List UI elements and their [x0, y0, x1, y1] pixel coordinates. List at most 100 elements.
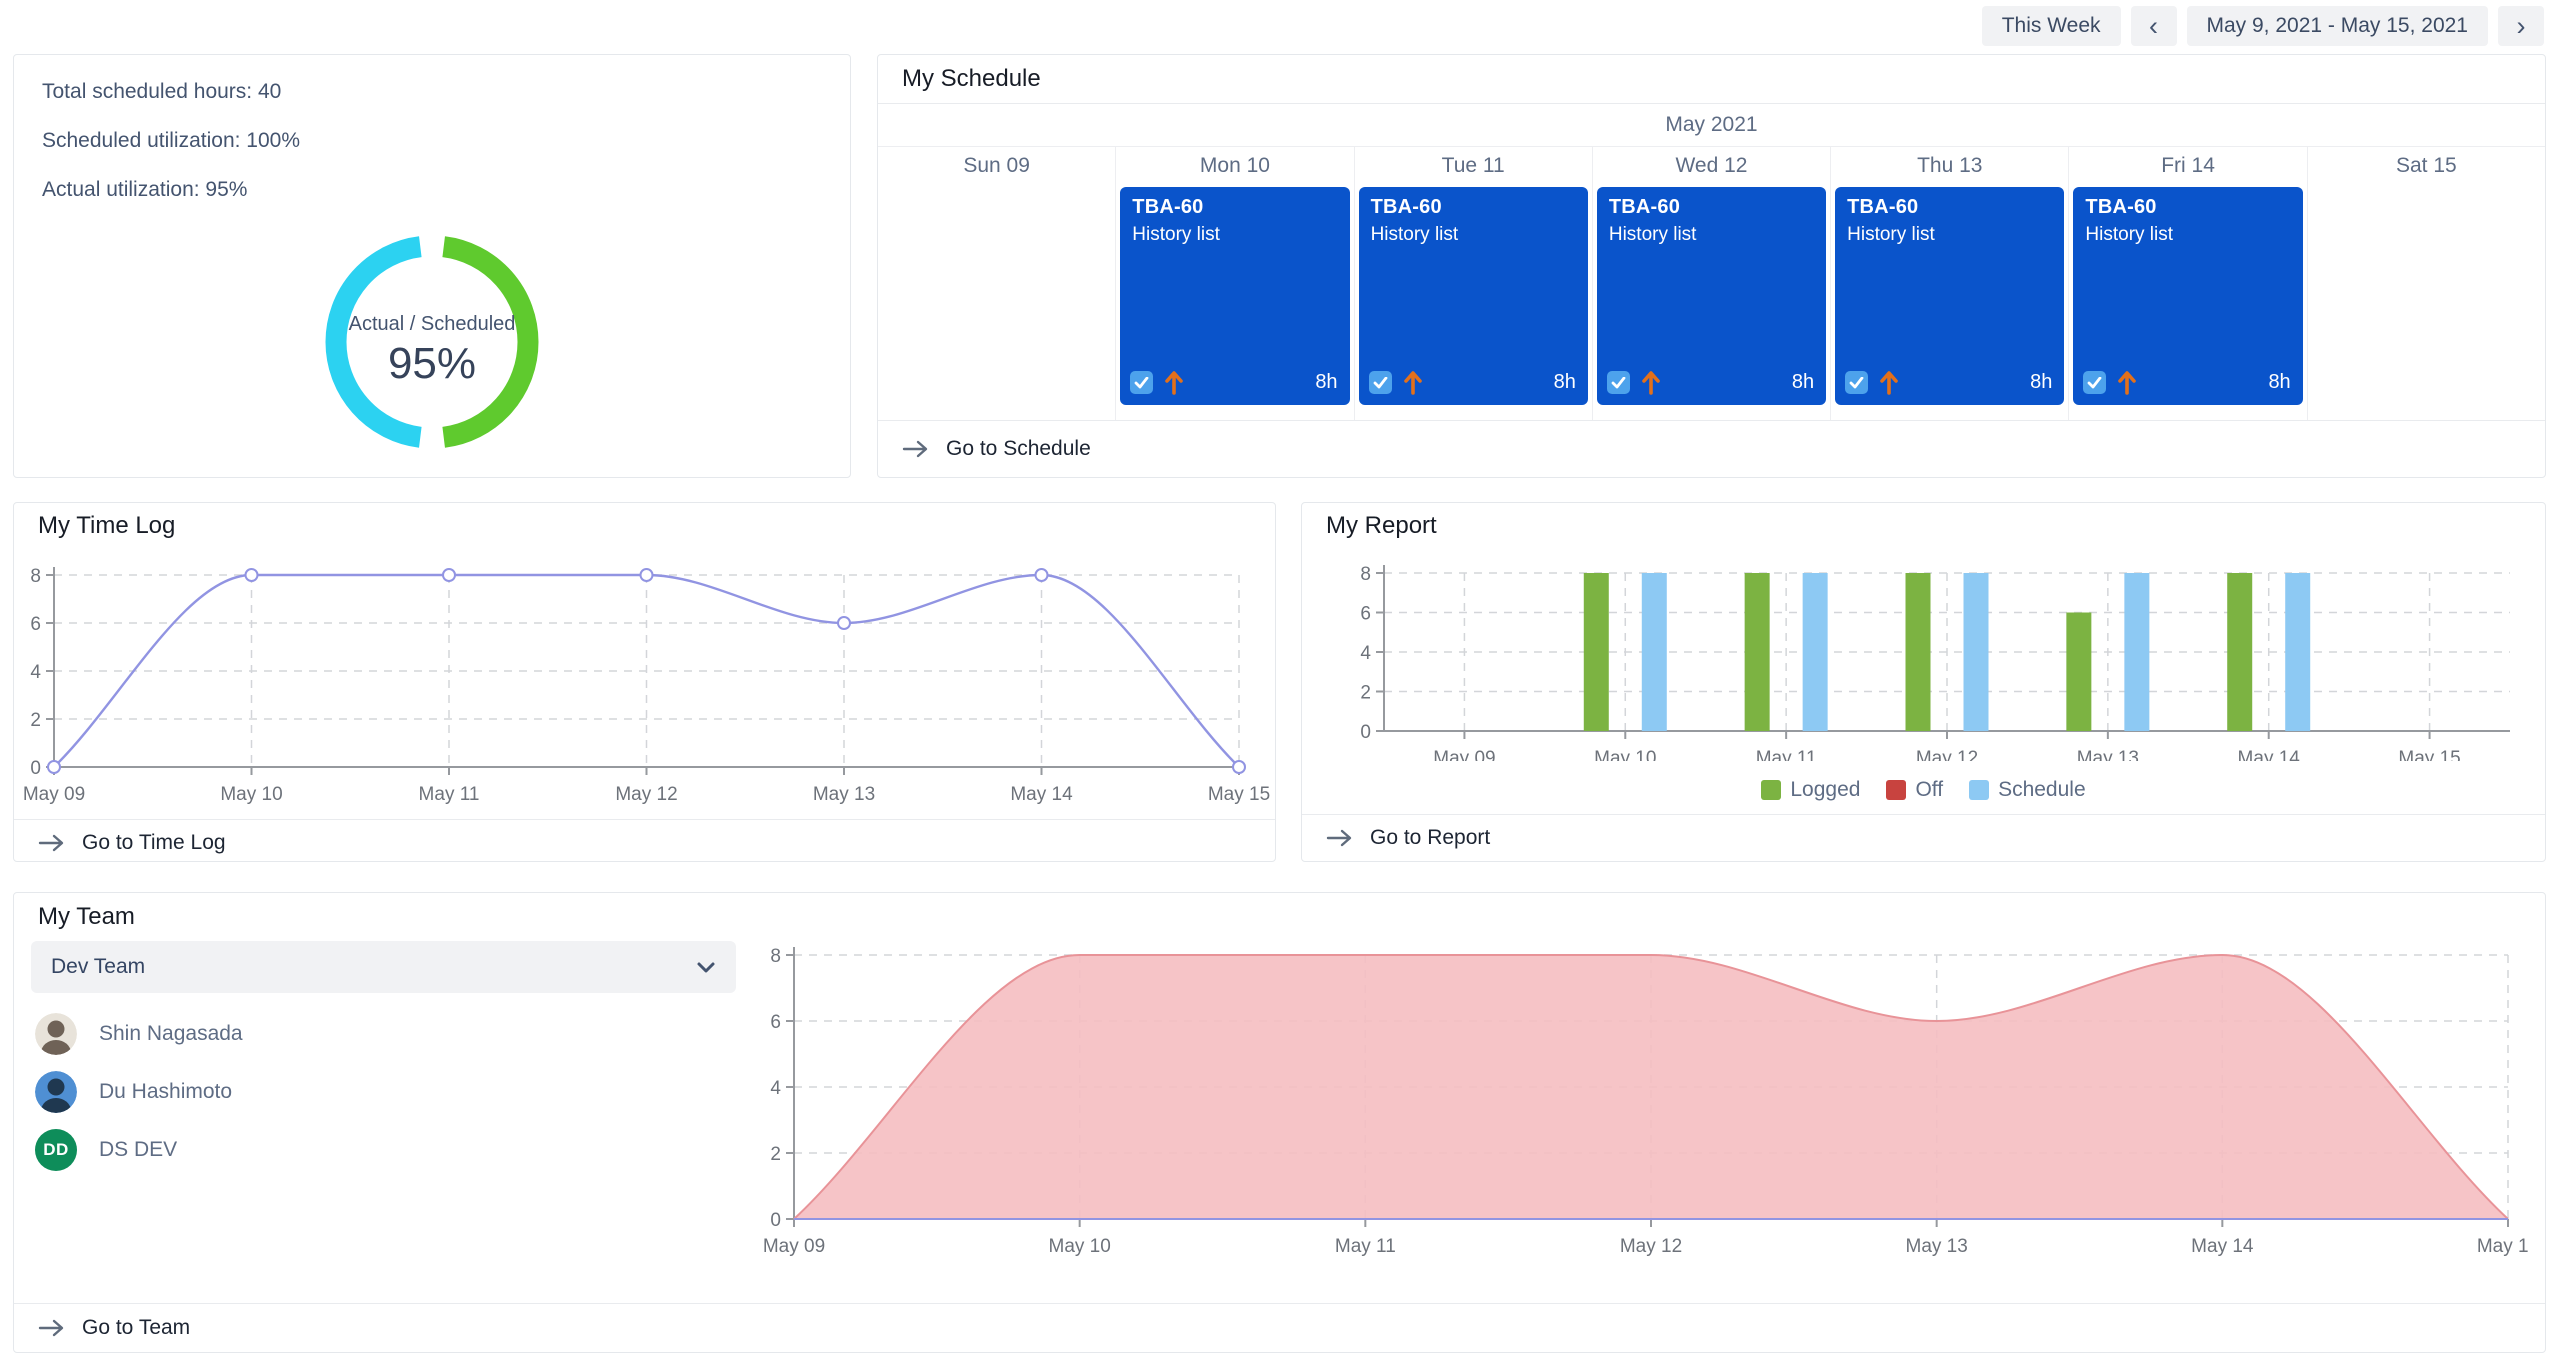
schedule-event-card[interactable]: TBA-60 History list 8h [1120, 187, 1350, 405]
date-range-button[interactable]: May 9, 2021 - May 15, 2021 [2186, 6, 2488, 46]
svg-text:May 13: May 13 [813, 784, 875, 805]
timelog-panel: My Time Log 0 2 4 6 8 May 09 May 10 May 11 May 1… [13, 502, 1276, 862]
svg-text:May 15: May 15 [2477, 1236, 2528, 1256]
svg-text:May 13: May 13 [2077, 748, 2139, 761]
avatar [35, 1013, 77, 1055]
topbar: This Week ‹ May 9, 2021 - May 15, 2021 › [0, 0, 2552, 54]
event-hours: 8h [2030, 371, 2053, 393]
calendar-cell-1: TBA-60 History list 8h [1115, 185, 1353, 420]
go-to-timelog-link[interactable]: Go to Time Log [14, 819, 1275, 866]
svg-text:6: 6 [30, 614, 41, 635]
svg-text:May 14: May 14 [2191, 1236, 2254, 1256]
event-code: TBA-60 [1132, 196, 1204, 218]
svg-text:May 11: May 11 [419, 784, 480, 805]
svg-text:2: 2 [1360, 683, 1371, 704]
timelog-panel-title: My Time Log [38, 512, 176, 539]
legend-swatch [1886, 780, 1907, 800]
priority-up-arrow-icon [1880, 371, 1898, 395]
event-footer: 8h [1845, 369, 2052, 396]
event-hours: 8h [2268, 371, 2291, 393]
total-scheduled-hours: Total scheduled hours: 40 [42, 80, 282, 103]
legend-swatch [1761, 780, 1782, 800]
svg-text:4: 4 [770, 1078, 781, 1099]
calendar-cell-5: TBA-60 History list 8h [2068, 185, 2306, 420]
schedule-event-card[interactable]: TBA-60 History list 8h [1835, 187, 2065, 405]
svg-text:May 10: May 10 [1049, 1236, 1111, 1256]
calendar-day-header-3: Wed 12 [1591, 147, 1830, 185]
team-member-name: Shin Nagasada [99, 1022, 243, 1045]
team-select-value: Dev Team [51, 955, 146, 978]
arrow-right-icon [38, 834, 64, 852]
svg-text:2: 2 [30, 710, 41, 731]
svg-text:May 11: May 11 [1756, 748, 1817, 761]
this-week-button[interactable]: This Week [1981, 6, 2121, 46]
actual-utilization: Actual utilization: 95% [42, 178, 248, 201]
svg-text:May 15: May 15 [1208, 784, 1270, 805]
svg-text:0: 0 [30, 758, 41, 779]
event-hours: 8h [1791, 371, 1815, 393]
event-name: History list [1370, 224, 1459, 245]
calendar-day-header-0: Sun 09 [963, 154, 1030, 177]
event-code: TBA-60 [1370, 196, 1442, 218]
next-week-button[interactable]: › [2498, 6, 2544, 46]
chevron-right-icon: › [2516, 10, 2526, 41]
calendar-cell-4: TBA-60 History list 8h [1830, 185, 2068, 420]
calendar-day-header-1: Mon 10 [1115, 147, 1353, 185]
calendar-day-header-6: Sat 15 [2306, 147, 2545, 185]
svg-text:0: 0 [770, 1210, 781, 1231]
event-footer: 8h [2083, 369, 2291, 396]
team-select-dropdown[interactable]: Dev Team [31, 941, 736, 993]
go-to-team-label: Go to Team [82, 1316, 191, 1339]
team-panel: My Team Dev Team Shin Nagasada Du Hashimo… [13, 892, 2546, 1353]
svg-text:May 10: May 10 [220, 784, 282, 805]
event-footer: 8h [1130, 369, 1338, 396]
team-area-chart: 0 2 4 6 8 May 09 May 10 May 11 May 12 May 13 May 1… [748, 941, 2539, 1303]
svg-text:May 11: May 11 [1335, 1236, 1396, 1256]
calendar-day-header-5: Fri 14 [2068, 147, 2306, 185]
event-footer: 8h [1368, 369, 1576, 396]
calendar-day-header-4: Thu 13 [1830, 147, 2068, 185]
report-panel: My Report 0 2 4 6 8 May 09 May 10 May 11 May 12 M… [1301, 502, 2546, 862]
calendar-cell-0 [878, 185, 1115, 420]
svg-text:4: 4 [30, 662, 41, 683]
legend-swatch [1969, 780, 1990, 800]
priority-up-arrow-icon [2118, 371, 2137, 395]
team-member-row-2[interactable]: DD DS DEV [31, 1121, 736, 1179]
utilization-donut-chart: Actual / Scheduled 95% [42, 226, 822, 458]
event-name: History list [1608, 224, 1697, 245]
svg-text:6: 6 [1360, 604, 1371, 625]
calendar-day-header-2: Tue 11 [1353, 147, 1592, 185]
calendar-body: TBA-60 History list 8h TBA-60 History list 8h… [878, 185, 2545, 420]
report-bar-chart: 0 2 4 6 8 May 09 May 10 May 11 May 12 May 13 May 1… [1302, 549, 2545, 769]
schedule-event-card[interactable]: TBA-60 History list 8h [1596, 187, 1827, 405]
schedule-event-card[interactable]: TBA-60 History list 8h [2073, 187, 2303, 405]
go-to-team-link[interactable]: Go to Team [14, 1303, 2545, 1352]
svg-text:May 14: May 14 [1010, 784, 1073, 805]
go-to-schedule-link[interactable]: Go to Schedule [878, 420, 2545, 477]
event-hours: 8h [1315, 371, 1338, 393]
priority-up-arrow-icon [1642, 371, 1660, 395]
legend-item-logged: Logged [1761, 778, 1860, 802]
svg-text:May 15: May 15 [2398, 748, 2460, 761]
team-member-row-0[interactable]: Shin Nagasada [31, 1005, 736, 1063]
svg-text:May 12: May 12 [1620, 1236, 1682, 1256]
calendar-cell-2: TBA-60 History list 8h [1353, 185, 1592, 420]
prev-week-button[interactable]: ‹ [2130, 6, 2177, 46]
task-check-icon [1606, 371, 1630, 394]
go-to-report-link[interactable]: Go to Report [1302, 814, 2545, 861]
svg-text:May 14: May 14 [2238, 748, 2301, 761]
calendar-cell-6 [2306, 185, 2545, 420]
scheduled-utilization: Scheduled utilization: 100% [42, 129, 301, 152]
schedule-event-card[interactable]: TBA-60 History list 8h [1358, 187, 1588, 405]
calendar-month-label: May 2021 [878, 104, 2545, 147]
team-member-name: DS DEV [99, 1138, 178, 1161]
svg-text:8: 8 [770, 946, 781, 967]
svg-text:May 09: May 09 [1433, 748, 1495, 761]
report-legend: Logged Off Schedule [1302, 766, 2545, 814]
legend-label: Logged [1790, 778, 1861, 801]
donut-percent-value: 95% [388, 339, 476, 388]
event-name: History list [1847, 224, 1935, 245]
legend-label: Off [1915, 778, 1944, 801]
event-code: TBA-60 [2085, 196, 2157, 218]
team-member-row-1[interactable]: Du Hashimoto [31, 1063, 736, 1121]
